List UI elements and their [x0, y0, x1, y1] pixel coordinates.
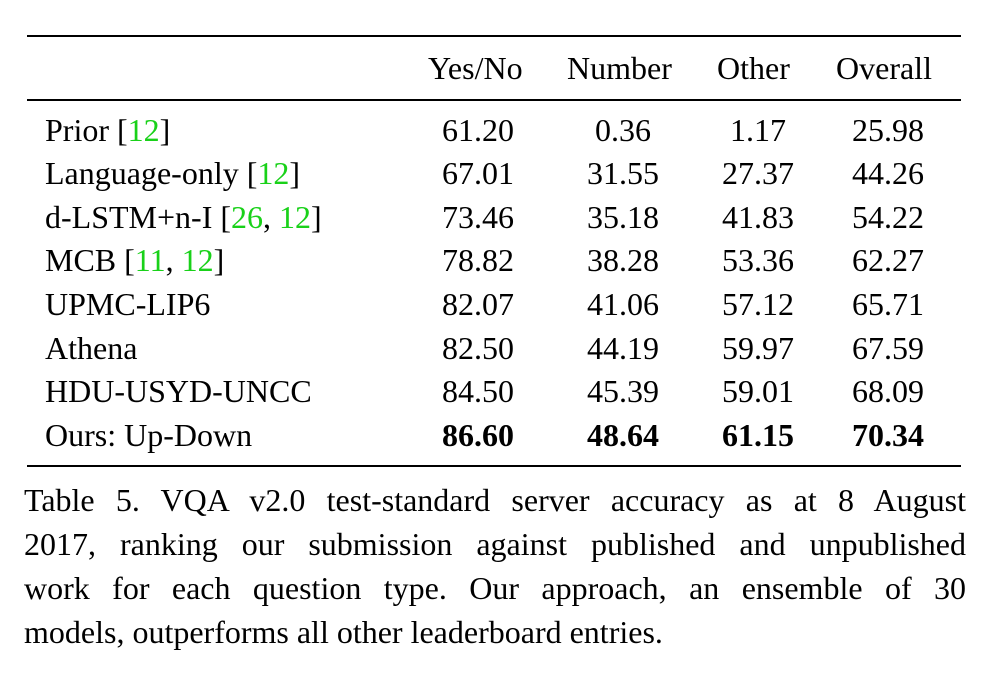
yes-no-cell: 82.07 [442, 286, 514, 322]
other-cell: 59.01 [722, 373, 794, 409]
overall-cell: 65.71 [852, 286, 924, 322]
other-cell: 41.83 [722, 199, 794, 235]
table-row: MCB [11, 12] 78.82 38.28 53.36 62.27 [0, 239, 993, 281]
number-cell: 48.64 [587, 417, 659, 453]
table-row: HDU-USYD-UNCC 84.50 45.39 59.01 68.09 [0, 370, 993, 412]
overall-cell: 67.59 [852, 330, 924, 366]
other-cell: 1.17 [730, 112, 786, 148]
caption-line: models, outperforms all other leaderboar… [24, 614, 663, 650]
yes-no-cell: 67.01 [442, 155, 514, 191]
overall-cell: 25.98 [852, 112, 924, 148]
header-yes-no: Yes/No [428, 50, 523, 86]
yes-no-cell: 86.60 [442, 417, 514, 453]
table-header: Yes/No Number Other Overall [0, 48, 993, 88]
table-row: Language-only [12] 67.01 31.55 27.37 44.… [0, 152, 993, 194]
number-cell: 35.18 [587, 199, 659, 235]
header-rule [27, 99, 961, 101]
other-cell: 27.37 [722, 155, 794, 191]
citation-link[interactable]: 12 [127, 112, 160, 148]
overall-cell: 54.22 [852, 199, 924, 235]
bottom-rule [27, 465, 961, 467]
table-row: UPMC-LIP6 82.07 41.06 57.12 65.71 [0, 283, 993, 325]
other-cell: 53.36 [722, 242, 794, 278]
yes-no-cell: 84.50 [442, 373, 514, 409]
citation-link[interactable]: 26 [231, 199, 264, 235]
yes-no-cell: 73.46 [442, 199, 514, 235]
table-caption: Table 5. VQA v2.0 test-standard server a… [24, 478, 966, 654]
method-cell: Athena [45, 330, 138, 366]
other-cell: 57.12 [722, 286, 794, 322]
table-row: Prior [12] 61.20 0.36 1.17 25.98 [0, 109, 993, 151]
top-rule [27, 35, 961, 37]
other-cell: 59.97 [722, 330, 794, 366]
method-cell: UPMC-LIP6 [45, 286, 211, 322]
citation-link[interactable]: 12 [181, 242, 214, 278]
number-cell: 41.06 [587, 286, 659, 322]
yes-no-cell: 61.20 [442, 112, 514, 148]
overall-cell: 44.26 [852, 155, 924, 191]
overall-cell: 68.09 [852, 373, 924, 409]
method-cell: MCB [11, 12] [45, 242, 225, 278]
table-row: Ours: Up-Down 86.60 48.64 61.15 70.34 [0, 414, 993, 456]
caption-line: work for each question type. Our approac… [24, 570, 966, 606]
citation-link[interactable]: 12 [279, 199, 312, 235]
table-row: Athena 82.50 44.19 59.97 67.59 [0, 327, 993, 369]
header-number: Number [567, 50, 672, 86]
overall-cell: 62.27 [852, 242, 924, 278]
number-cell: 45.39 [587, 373, 659, 409]
method-cell: Prior [12] [45, 112, 171, 148]
table-row: d-LSTM+n-I [26, 12] 73.46 35.18 41.83 54… [0, 196, 993, 238]
caption-line: Table 5. VQA v2.0 test-standard server a… [24, 482, 966, 518]
number-cell: 0.36 [595, 112, 651, 148]
citation-link[interactable]: 12 [257, 155, 290, 191]
other-cell: 61.15 [722, 417, 794, 453]
method-cell: HDU-USYD-UNCC [45, 373, 312, 409]
number-cell: 38.28 [587, 242, 659, 278]
number-cell: 44.19 [587, 330, 659, 366]
header-overall: Overall [836, 50, 932, 86]
number-cell: 31.55 [587, 155, 659, 191]
yes-no-cell: 82.50 [442, 330, 514, 366]
citation-link[interactable]: 11 [134, 242, 166, 278]
method-cell: d-LSTM+n-I [26, 12] [45, 199, 322, 235]
method-cell: Ours: Up-Down [45, 417, 253, 453]
header-other: Other [717, 50, 790, 86]
caption-line: 2017, ranking our submission against pub… [24, 526, 966, 562]
method-cell: Language-only [12] [45, 155, 301, 191]
overall-cell: 70.34 [852, 417, 924, 453]
yes-no-cell: 78.82 [442, 242, 514, 278]
